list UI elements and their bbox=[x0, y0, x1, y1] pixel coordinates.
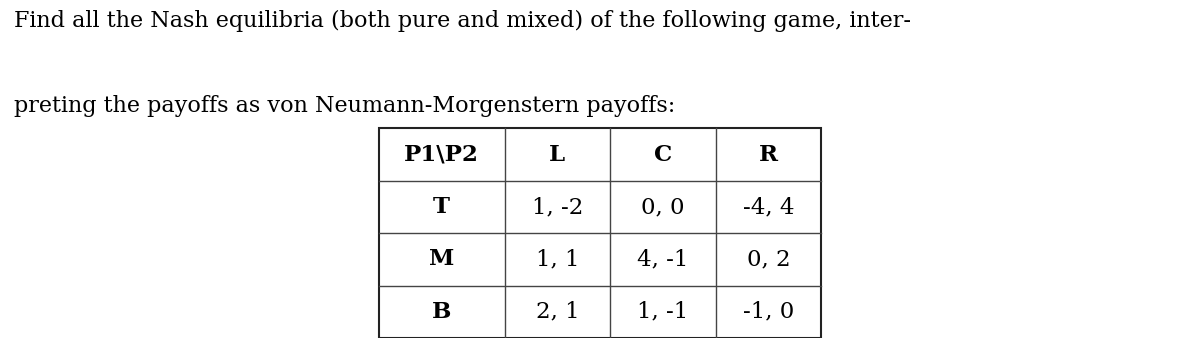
Text: 0, 2: 0, 2 bbox=[746, 248, 791, 270]
Text: 1, 1: 1, 1 bbox=[535, 248, 580, 270]
Text: L: L bbox=[550, 144, 565, 166]
Text: 1, -1: 1, -1 bbox=[637, 301, 689, 323]
Text: 1, -2: 1, -2 bbox=[532, 196, 583, 218]
Text: 0, 0: 0, 0 bbox=[641, 196, 685, 218]
Text: 2, 1: 2, 1 bbox=[535, 301, 580, 323]
Text: C: C bbox=[654, 144, 672, 166]
Text: -1, 0: -1, 0 bbox=[743, 301, 794, 323]
Text: T: T bbox=[433, 196, 450, 218]
Text: B: B bbox=[432, 301, 451, 323]
Text: -4, 4: -4, 4 bbox=[743, 196, 794, 218]
Text: P1\P2: P1\P2 bbox=[404, 144, 479, 166]
Text: M: M bbox=[428, 248, 455, 270]
Text: R: R bbox=[760, 144, 778, 166]
Text: 4, -1: 4, -1 bbox=[637, 248, 689, 270]
Text: preting the payoffs as von Neumann-Morgenstern payoffs:: preting the payoffs as von Neumann-Morge… bbox=[14, 95, 676, 117]
Text: Find all the Nash equilibria (both pure and mixed) of the following game, inter-: Find all the Nash equilibria (both pure … bbox=[14, 10, 912, 32]
